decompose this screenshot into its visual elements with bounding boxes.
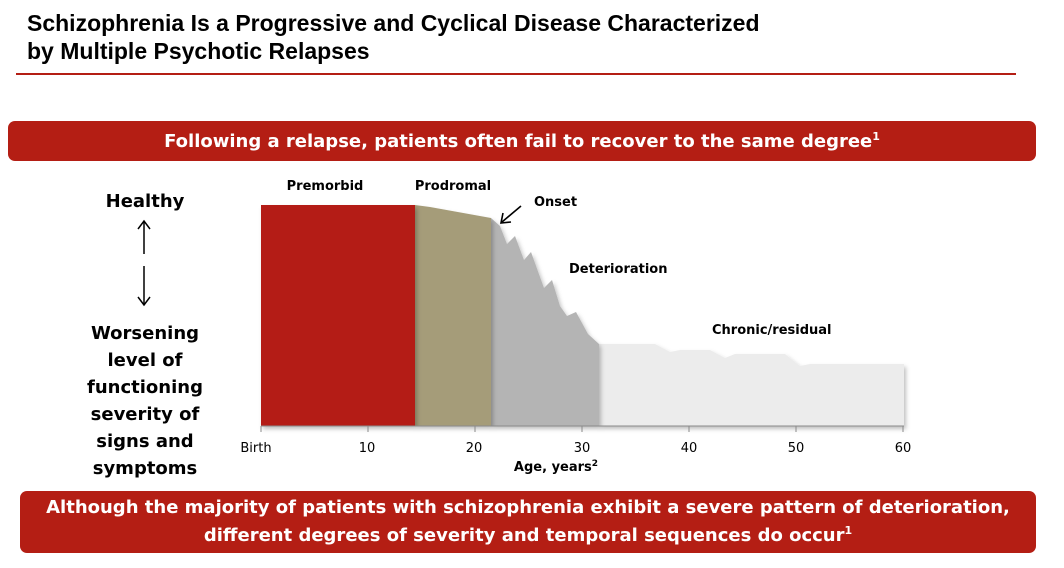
top-banner-superscript: 1: [872, 129, 880, 143]
bottom-banner-line-1: Although the majority of patients with s…: [46, 497, 1010, 518]
prodromal-region: [415, 205, 491, 426]
x-axis-title-superscript: 2: [592, 459, 598, 469]
tick-label-birth: Birth: [240, 441, 271, 456]
bottom-banner-line-2: different degrees of severity and tempor…: [203, 524, 853, 546]
tick-label-30: 30: [574, 441, 591, 456]
worsening-line-3: functioning: [87, 377, 203, 398]
top-banner-text: Following a relapse, patients often fail…: [164, 129, 880, 152]
double-arrow-icon: [137, 219, 151, 307]
onset-arrow-icon: [500, 205, 522, 224]
phase-label-prodromal: Prodromal: [415, 179, 491, 194]
bottom-banner-superscript: 1: [844, 524, 853, 537]
worsening-line-4: severity of: [90, 404, 200, 425]
premorbid-region: [261, 205, 415, 426]
tick-label-20: 20: [466, 441, 483, 456]
phase-label-chronic: Chronic/residual: [712, 323, 832, 338]
deterioration-region: [491, 218, 599, 426]
tick-label-60: 60: [895, 441, 912, 456]
worsening-line-2: level of: [107, 350, 183, 371]
slide-title-line-1: Schizophrenia Is a Progressive and Cycli…: [27, 10, 760, 36]
tick-label-10: 10: [359, 441, 376, 456]
phase-label-onset: Onset: [534, 195, 577, 210]
worsening-label: Worsening level of functioning severity …: [75, 320, 215, 482]
worsening-line-5: signs and: [96, 431, 194, 452]
slide-title: Schizophrenia Is a Progressive and Cycli…: [27, 9, 987, 65]
top-banner: Following a relapse, patients often fail…: [8, 121, 1036, 161]
slide-title-line-2: by Multiple Psychotic Relapses: [27, 38, 370, 64]
tick-label-40: 40: [681, 441, 698, 456]
x-axis-title: Age, years2: [514, 459, 598, 475]
worsening-line-6: symptoms: [92, 458, 198, 479]
phase-label-deterioration: Deterioration: [569, 262, 667, 277]
chronic-region: [599, 344, 904, 426]
phase-label-premorbid: Premorbid: [287, 179, 364, 194]
tick-label-50: 50: [788, 441, 805, 456]
bottom-banner: Although the majority of patients with s…: [20, 491, 1036, 553]
title-divider: [16, 73, 1016, 75]
worsening-line-1: Worsening: [90, 323, 200, 344]
healthy-label: Healthy: [105, 191, 185, 212]
